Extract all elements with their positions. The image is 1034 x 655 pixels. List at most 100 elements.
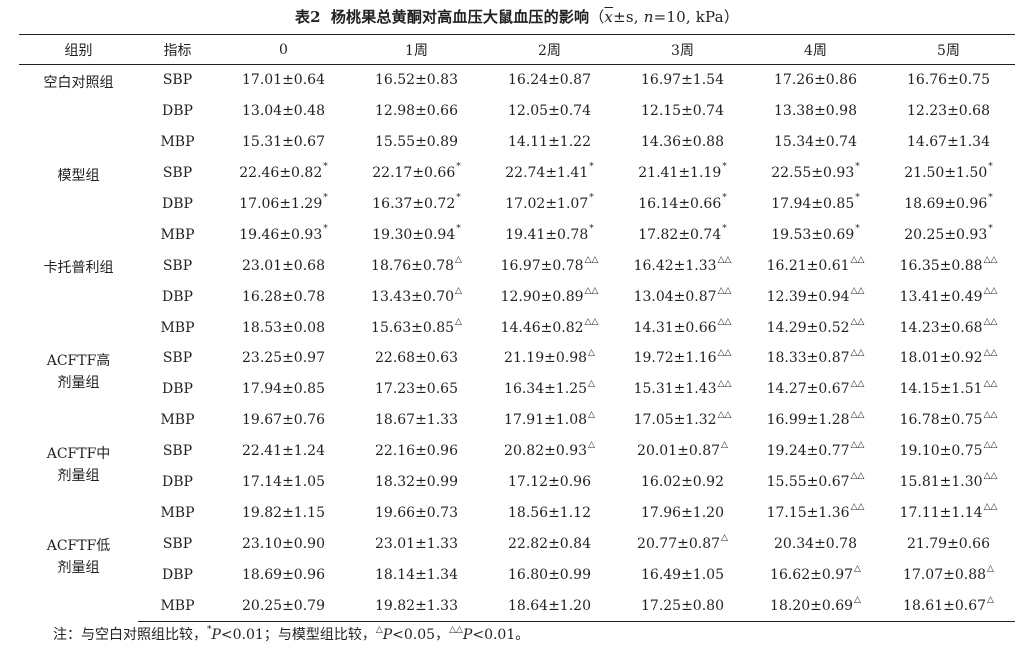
- indicator-cell: SBP: [162, 72, 193, 89]
- value-text: 17.91±1.08: [504, 412, 588, 429]
- table-row: DBP 16.28±0.78 13.43±0.70△ 12.90±0.89△△ 13.0…: [19, 281, 1015, 312]
- indicator-cell: MBP: [138, 590, 217, 623]
- value-text: 16.76±0.75: [907, 72, 990, 89]
- value-cell: 17.23±0.65: [350, 374, 483, 405]
- table-row: ACFTF高 剂量组 SBP 23.25±0.97 22.68±0.63 21.19±0.…: [19, 343, 1015, 391]
- value-cell: 21.41±1.19*: [616, 158, 749, 189]
- value-text: 19.10±0.75: [899, 443, 983, 460]
- value-cell: 14.67±1.34: [882, 127, 1015, 158]
- value-cell: 18.20±0.69△: [749, 590, 882, 623]
- value-cell: 18.32±0.99: [350, 467, 483, 498]
- table-number: 表2: [294, 8, 321, 26]
- table-body: 空白对照组 SBP 17.01±0.64 16.52±0.83 16.24±0.87 16…: [19, 65, 1015, 623]
- value-text: 14.11±1.22: [508, 134, 591, 151]
- value-text: 17.96±1.20: [641, 504, 724, 521]
- value-cell: 17.01±0.64: [217, 65, 350, 96]
- value-cell: 12.15±0.74: [616, 96, 749, 127]
- value-cell: 15.63±0.85△: [350, 312, 483, 343]
- value-text: 13.04±0.48: [242, 103, 325, 120]
- value-cell: 19.41±0.78*: [483, 219, 616, 250]
- value-cell: 16.14±0.66*: [616, 189, 749, 220]
- value-text: 16.52±0.83: [375, 72, 458, 89]
- table-row: ACFTF中 剂量组 SBP 22.41±1.24 22.16±0.96 20.82±0.…: [19, 436, 1015, 484]
- significance-mark: *: [456, 193, 461, 204]
- value-cell: 15.34±0.74: [749, 127, 882, 158]
- significance-mark: *: [589, 224, 594, 235]
- value-cell: 14.15±1.51△△: [882, 374, 1015, 405]
- value-cell: 22.16±0.96: [350, 436, 483, 467]
- significance-mark: △: [721, 440, 728, 451]
- value-text: 19.66±0.73: [375, 504, 458, 521]
- value-text: 17.01±0.64: [242, 72, 325, 89]
- significance-mark: *: [855, 224, 860, 235]
- value-cell: 20.25±0.93*: [882, 219, 1015, 250]
- value-text: 17.05±1.32: [633, 412, 717, 429]
- value-text: 18.67±1.33: [375, 412, 458, 429]
- significance-mark: △△: [850, 378, 865, 389]
- table-row: MBP 19.46±0.93* 19.30±0.94* 19.41±0.78* 17.8…: [19, 219, 1015, 250]
- group-name-line: ACFTF高: [46, 353, 111, 370]
- value-text: 16.28±0.78: [242, 288, 325, 305]
- value-cell: 16.97±0.78△△: [483, 250, 616, 281]
- significance-mark: *: [855, 162, 860, 173]
- group-name-cell: ACFTF低 剂量组: [19, 528, 138, 621]
- value-text: 12.05±0.74: [508, 103, 591, 120]
- value-text: 16.99±1.28: [766, 412, 850, 429]
- value-cell: 17.12±0.96: [483, 467, 616, 498]
- value-text: 16.14±0.66: [638, 196, 722, 212]
- value-cell: 19.30±0.94*: [350, 219, 483, 250]
- significance-mark: *: [323, 162, 328, 173]
- value-cell: 22.41±1.24: [217, 436, 350, 467]
- group-name-line: 剂量组: [57, 467, 100, 484]
- significance-mark: △△: [717, 316, 732, 327]
- significance-mark: △△: [850, 440, 865, 451]
- group-name-line: ACFTF低: [46, 538, 111, 555]
- value-text: 22.16±0.96: [375, 443, 458, 460]
- value-cell: 13.43±0.70△: [350, 281, 483, 312]
- value-cell: 18.56±1.12: [483, 497, 616, 528]
- significance-mark: △△: [850, 409, 865, 420]
- value-text: 16.42±1.33: [633, 257, 717, 274]
- table-row: DBP 17.06±1.29* 16.37±0.72* 17.02±1.07* 16.1…: [19, 189, 1015, 220]
- value-cell: 16.99±1.28△△: [749, 405, 882, 436]
- value-text: 17.94±0.85: [242, 381, 325, 398]
- value-cell: 19.82±1.15: [217, 497, 350, 528]
- table-caption: 表2 杨桃果总黄酮对高血压大鼠血压的影响（x±s, n=10, kPa）: [0, 6, 1034, 27]
- value-cell: 17.11±1.14△△: [882, 497, 1015, 528]
- significance-mark: *: [456, 162, 461, 173]
- value-text: 16.24±0.87: [508, 72, 591, 89]
- significance-mark: △△: [850, 502, 865, 513]
- significance-mark: △: [854, 564, 861, 575]
- bp-table: 组别 指标 0 1周 2周 3周 4周 5周 空白对照组 SBP 17.01±0.64 16.52±…: [19, 34, 1015, 623]
- value-cell: 17.25±0.80: [616, 590, 749, 623]
- significance-mark: △: [455, 255, 462, 266]
- table-row: MBP 18.53±0.08 15.63±0.85△ 14.46±0.82△△ 14.3…: [19, 312, 1015, 343]
- value-cell: 16.28±0.78: [217, 281, 350, 312]
- significance-mark: △△: [983, 378, 998, 389]
- value-text: 18.69±0.96: [904, 196, 988, 212]
- header-cell: 2周: [483, 34, 616, 65]
- value-cell: 17.91±1.08△: [483, 405, 616, 436]
- value-cell: 16.37±0.72*: [350, 189, 483, 220]
- value-cell: 15.55±0.67△△: [749, 467, 882, 498]
- value-text: 16.80±0.99: [508, 566, 591, 583]
- value-text: 22.41±1.24: [242, 443, 325, 460]
- value-text: 12.39±0.94: [766, 288, 850, 305]
- header-cell: 3周: [616, 34, 749, 65]
- value-cell: 17.96±1.20: [616, 497, 749, 528]
- significance-mark: △△: [850, 471, 865, 482]
- value-cell: 18.61±0.67△: [882, 590, 1015, 623]
- table-params: （x±s, n=10, kPa）: [589, 8, 739, 26]
- value-cell: 17.05±1.32△△: [616, 405, 749, 436]
- group-name-cell: 空白对照组: [19, 65, 138, 158]
- value-cell: 20.34±0.78: [749, 528, 882, 559]
- indicator-cell: MBP: [160, 226, 195, 243]
- significance-mark: *: [988, 193, 993, 204]
- significance-mark: △△: [983, 347, 998, 358]
- value-text: 22.74±1.41: [505, 165, 589, 182]
- value-cell: 23.01±1.33: [350, 528, 483, 559]
- value-text: 19.82±1.33: [375, 597, 458, 614]
- indicator-cell: SBP: [162, 443, 193, 460]
- value-text: 12.15±0.74: [641, 103, 724, 120]
- significance-mark: *: [456, 224, 461, 235]
